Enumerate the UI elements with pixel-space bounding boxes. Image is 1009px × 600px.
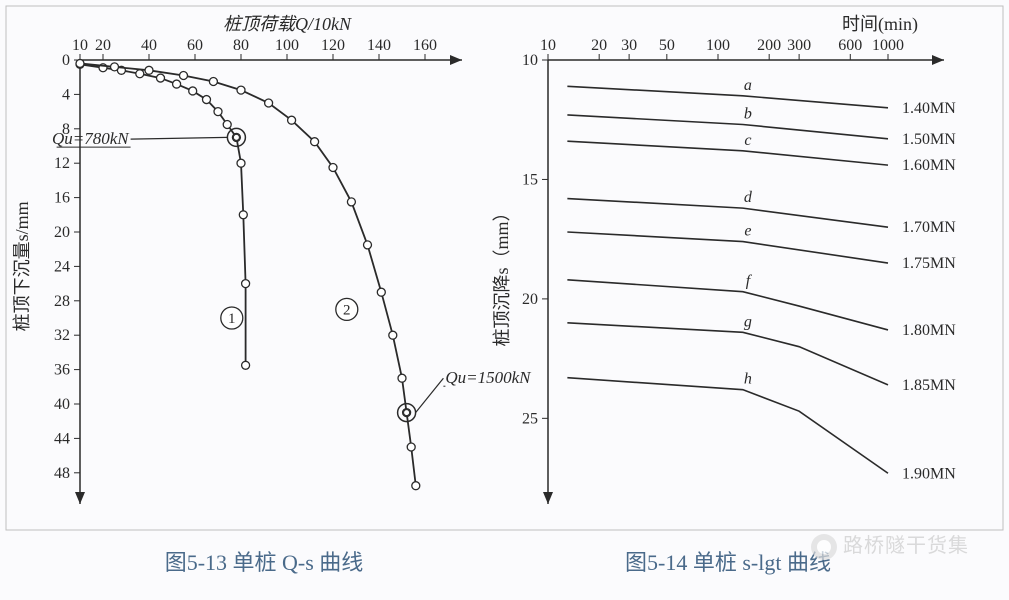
- svg-text:200: 200: [757, 37, 781, 54]
- svg-text:44: 44: [54, 430, 70, 447]
- svg-text:0: 0: [62, 52, 70, 69]
- svg-text:30: 30: [621, 37, 637, 54]
- svg-text:Qu=780kN: Qu=780kN: [52, 129, 130, 148]
- svg-text:24: 24: [54, 258, 70, 275]
- svg-text:20: 20: [54, 224, 70, 241]
- svg-text:1000: 1000: [872, 37, 904, 54]
- svg-text:16: 16: [54, 190, 70, 207]
- chart-slgt: 10 20 30 50 100 200 300 600 1000 时间(min) 10 15 20 25 桩…: [492, 14, 956, 575]
- svg-text:20: 20: [522, 291, 538, 308]
- svg-text:12: 12: [54, 155, 70, 172]
- svg-text:1.85MN: 1.85MN: [902, 377, 956, 394]
- svg-text:50: 50: [659, 37, 675, 54]
- svg-text:20: 20: [95, 37, 111, 54]
- svg-text:时间(min): 时间(min): [842, 14, 918, 35]
- svg-text:40: 40: [141, 37, 157, 54]
- svg-text:1.75MN: 1.75MN: [902, 255, 956, 272]
- svg-text:100: 100: [275, 37, 299, 54]
- svg-text:a: a: [744, 77, 752, 94]
- svg-text:1.90MN: 1.90MN: [902, 465, 956, 482]
- svg-text:20: 20: [591, 37, 607, 54]
- svg-text:e: e: [744, 223, 751, 240]
- svg-text:1.60MN: 1.60MN: [902, 157, 956, 174]
- svg-text:2: 2: [343, 302, 351, 318]
- svg-text:f: f: [746, 273, 753, 290]
- svg-text:1.70MN: 1.70MN: [902, 219, 956, 236]
- svg-text:80: 80: [233, 37, 249, 54]
- svg-text:桩顶下沉量s/mm: 桩顶下沉量s/mm: [12, 201, 32, 331]
- svg-text:140: 140: [367, 37, 391, 54]
- svg-text:48: 48: [54, 465, 70, 482]
- svg-text:图5-13 单桩 Q-s 曲线: 图5-13 单桩 Q-s 曲线: [165, 550, 364, 575]
- svg-text:Qu=1500kN: Qu=1500kN: [445, 368, 532, 387]
- svg-text:d: d: [744, 189, 753, 206]
- svg-text:100: 100: [706, 37, 730, 54]
- svg-text:25: 25: [522, 410, 538, 427]
- svg-text:桩顶沉降s（mm）: 桩顶沉降s（mm）: [492, 203, 512, 346]
- svg-text:15: 15: [522, 171, 538, 188]
- svg-text:120: 120: [321, 37, 345, 54]
- svg-text:36: 36: [54, 362, 70, 379]
- svg-text:28: 28: [54, 293, 70, 310]
- svg-text:160: 160: [413, 37, 437, 54]
- svg-text:g: g: [744, 313, 752, 330]
- svg-text:b: b: [744, 106, 752, 123]
- chart-qs: 1020406080100120140160桩顶荷载Q/10kN04812162…: [12, 14, 532, 575]
- svg-text:1: 1: [228, 311, 236, 327]
- svg-text:图5-14 单桩 s-lgt 曲线: 图5-14 单桩 s-lgt 曲线: [625, 550, 831, 575]
- svg-text:4: 4: [62, 86, 70, 103]
- figure-canvas: 1020406080100120140160桩顶荷载Q/10kN04812162…: [0, 0, 1009, 600]
- svg-text:10: 10: [540, 37, 556, 54]
- svg-text:300: 300: [787, 37, 811, 54]
- svg-text:60: 60: [187, 37, 203, 54]
- svg-text:h: h: [744, 371, 752, 388]
- svg-text:1.80MN: 1.80MN: [902, 322, 956, 339]
- svg-text:600: 600: [838, 37, 862, 54]
- svg-text:10: 10: [72, 37, 88, 54]
- svg-text:10: 10: [522, 52, 538, 69]
- svg-text:32: 32: [54, 327, 70, 344]
- svg-text:1.40MN: 1.40MN: [902, 100, 956, 117]
- svg-text:桩顶荷载Q/10kN: 桩顶荷载Q/10kN: [223, 14, 352, 34]
- svg-text:1.50MN: 1.50MN: [902, 131, 956, 148]
- svg-text:c: c: [744, 132, 751, 149]
- svg-text:40: 40: [54, 396, 70, 413]
